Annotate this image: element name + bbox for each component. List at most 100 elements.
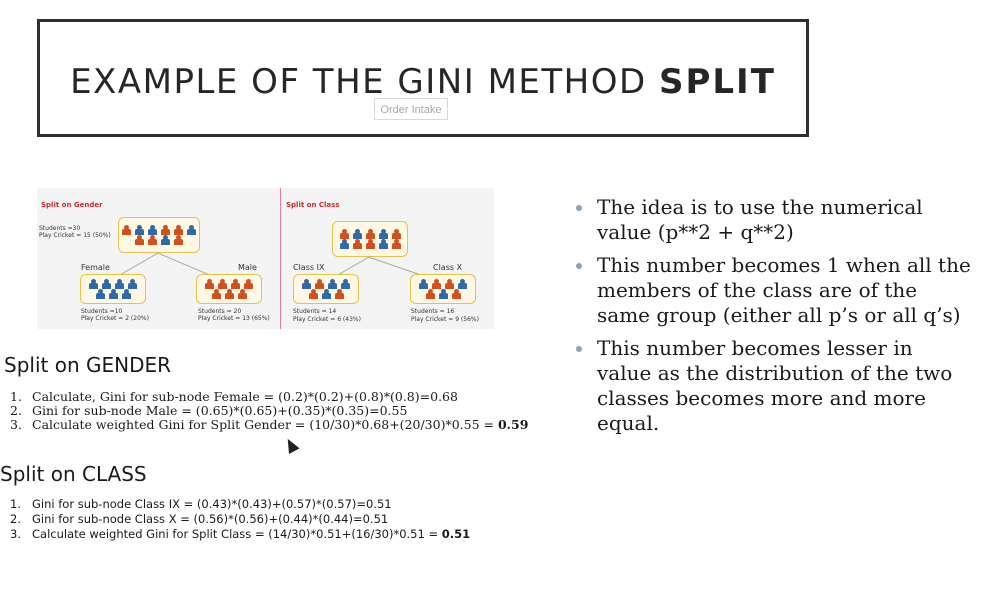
gender-root-play: Play Cricket = 15 (50%) [39, 232, 111, 239]
male-group [196, 274, 262, 304]
class-ix-group [293, 274, 359, 304]
person-icon [352, 229, 363, 239]
list-number: 2. [10, 512, 21, 526]
person-icon [217, 279, 228, 289]
split-gender-label: Split on Gender [41, 201, 103, 209]
female-play: Play Cricket = 2 (20%) [81, 315, 149, 322]
person-icon [224, 289, 235, 299]
person-icon [114, 279, 125, 289]
class-result: 0.51 [441, 527, 471, 541]
person-icon [457, 279, 468, 289]
list-text: Calculate weighted Gini for Split Gender… [32, 417, 498, 432]
person-icon [173, 225, 184, 235]
gender-heading: Split on GENDER [4, 353, 172, 377]
gini-split-diagram: Split on Gender Students =30 Play Cricke… [37, 188, 494, 329]
title-main: EXAMPLE OF THE GINI METHOD [70, 62, 647, 102]
person-icon [88, 279, 99, 289]
person-icon [101, 279, 112, 289]
person-icon [147, 225, 158, 235]
list-item: 3. Calculate weighted Gini for Split Clas… [10, 527, 470, 542]
class-ix-students: Students = 14 [293, 308, 337, 315]
person-icon [438, 289, 449, 299]
person-icon [134, 235, 145, 245]
gender-root-group [118, 217, 200, 253]
list-number: 1. [10, 389, 22, 404]
person-icon [243, 279, 254, 289]
list-text: Gini for sub-node Male = (0.65)*(0.65)+(… [32, 403, 408, 418]
class-ix-label: Class IX [293, 263, 325, 272]
person-icon [147, 235, 158, 245]
person-icon [444, 279, 455, 289]
list-text: Calculate weighted Gini for Split Class … [32, 527, 442, 541]
slide-title-box: EXAMPLE OF THE GINI METHOD SPLIT Order I… [37, 19, 809, 137]
person-icon [121, 289, 132, 299]
list-text: Gini for sub-node Class X = (0.56)*(0.56… [32, 512, 389, 526]
key-points: The idea is to use the numerical value (… [573, 195, 973, 444]
class-steps: 1. Gini for sub-node Class IX = (0.43)*(0… [10, 497, 470, 542]
person-icon [339, 239, 350, 249]
male-label: Male [238, 263, 257, 272]
person-icon [352, 239, 363, 249]
person-icon [365, 239, 376, 249]
gender-result: 0.59 [497, 417, 529, 432]
class-heading: Split on CLASS [0, 462, 147, 486]
class-ix-play: Play Cricket = 6 (43%) [293, 316, 361, 323]
person-icon [314, 279, 325, 289]
person-icon [127, 279, 138, 289]
person-icon [365, 229, 376, 239]
person-icon [431, 279, 442, 289]
female-students: Students =10 [81, 308, 123, 315]
person-icon [108, 289, 119, 299]
gender-steps: 1. Calculate, Gini for sub-node Female = … [10, 390, 528, 432]
person-icon [211, 289, 222, 299]
class-x-group [410, 274, 476, 304]
person-icon [230, 279, 241, 289]
person-icon [121, 225, 132, 235]
list-item: 1. Gini for sub-node Class IX = (0.43)*(0… [10, 497, 470, 512]
list-text: Gini for sub-node Class IX = (0.43)*(0.4… [32, 497, 392, 511]
person-icon [301, 279, 312, 289]
list-item: 2. Gini for sub-node Male = (0.65)*(0.65)… [10, 404, 528, 418]
list-item: 1. Calculate, Gini for sub-node Female = … [10, 390, 528, 404]
bullet-item: This number becomes 1 when all the membe… [573, 253, 973, 328]
class-x-label: Class X [433, 263, 463, 272]
gender-root-students: Students =30 [39, 225, 81, 232]
split-class-label: Split on Class [286, 201, 340, 209]
person-icon [418, 279, 429, 289]
person-icon [451, 289, 462, 299]
person-icon [327, 279, 338, 289]
person-icon [391, 229, 402, 239]
person-icon [134, 225, 145, 235]
person-icon [378, 229, 389, 239]
person-icon [321, 289, 332, 299]
person-icon [391, 239, 402, 249]
list-number: 1. [10, 497, 21, 511]
person-icon [173, 235, 184, 245]
mouse-cursor-icon [282, 436, 300, 454]
person-icon [340, 279, 351, 289]
person-icon [334, 289, 345, 299]
bullet-item: This number becomes lesser in value as t… [573, 336, 973, 436]
order-intake-placeholder[interactable]: Order Intake [374, 98, 448, 120]
title-bold: SPLIT [658, 62, 776, 102]
class-x-students: Students = 16 [411, 308, 455, 315]
diagram-divider [280, 188, 281, 329]
slide-title: EXAMPLE OF THE GINI METHOD SPLIT [40, 62, 806, 102]
list-number: 3. [10, 527, 21, 541]
person-icon [160, 225, 171, 235]
person-icon [339, 229, 350, 239]
male-play: Play Cricket = 13 (65%) [198, 315, 270, 322]
female-label: Female [81, 263, 110, 272]
person-icon [186, 225, 197, 235]
list-text: Calculate, Gini for sub-node Female = (0… [32, 389, 458, 404]
bullet-item: The idea is to use the numerical value (… [573, 195, 973, 245]
person-icon [204, 279, 215, 289]
class-root-group [332, 221, 408, 257]
person-icon [160, 235, 171, 245]
male-students: Students = 20 [198, 308, 242, 315]
list-item: 3. Calculate weighted Gini for Split Gend… [10, 418, 528, 432]
female-group [80, 274, 146, 304]
list-item: 2. Gini for sub-node Class X = (0.56)*(0.… [10, 512, 470, 527]
list-number: 2. [10, 403, 22, 418]
person-icon [237, 289, 248, 299]
